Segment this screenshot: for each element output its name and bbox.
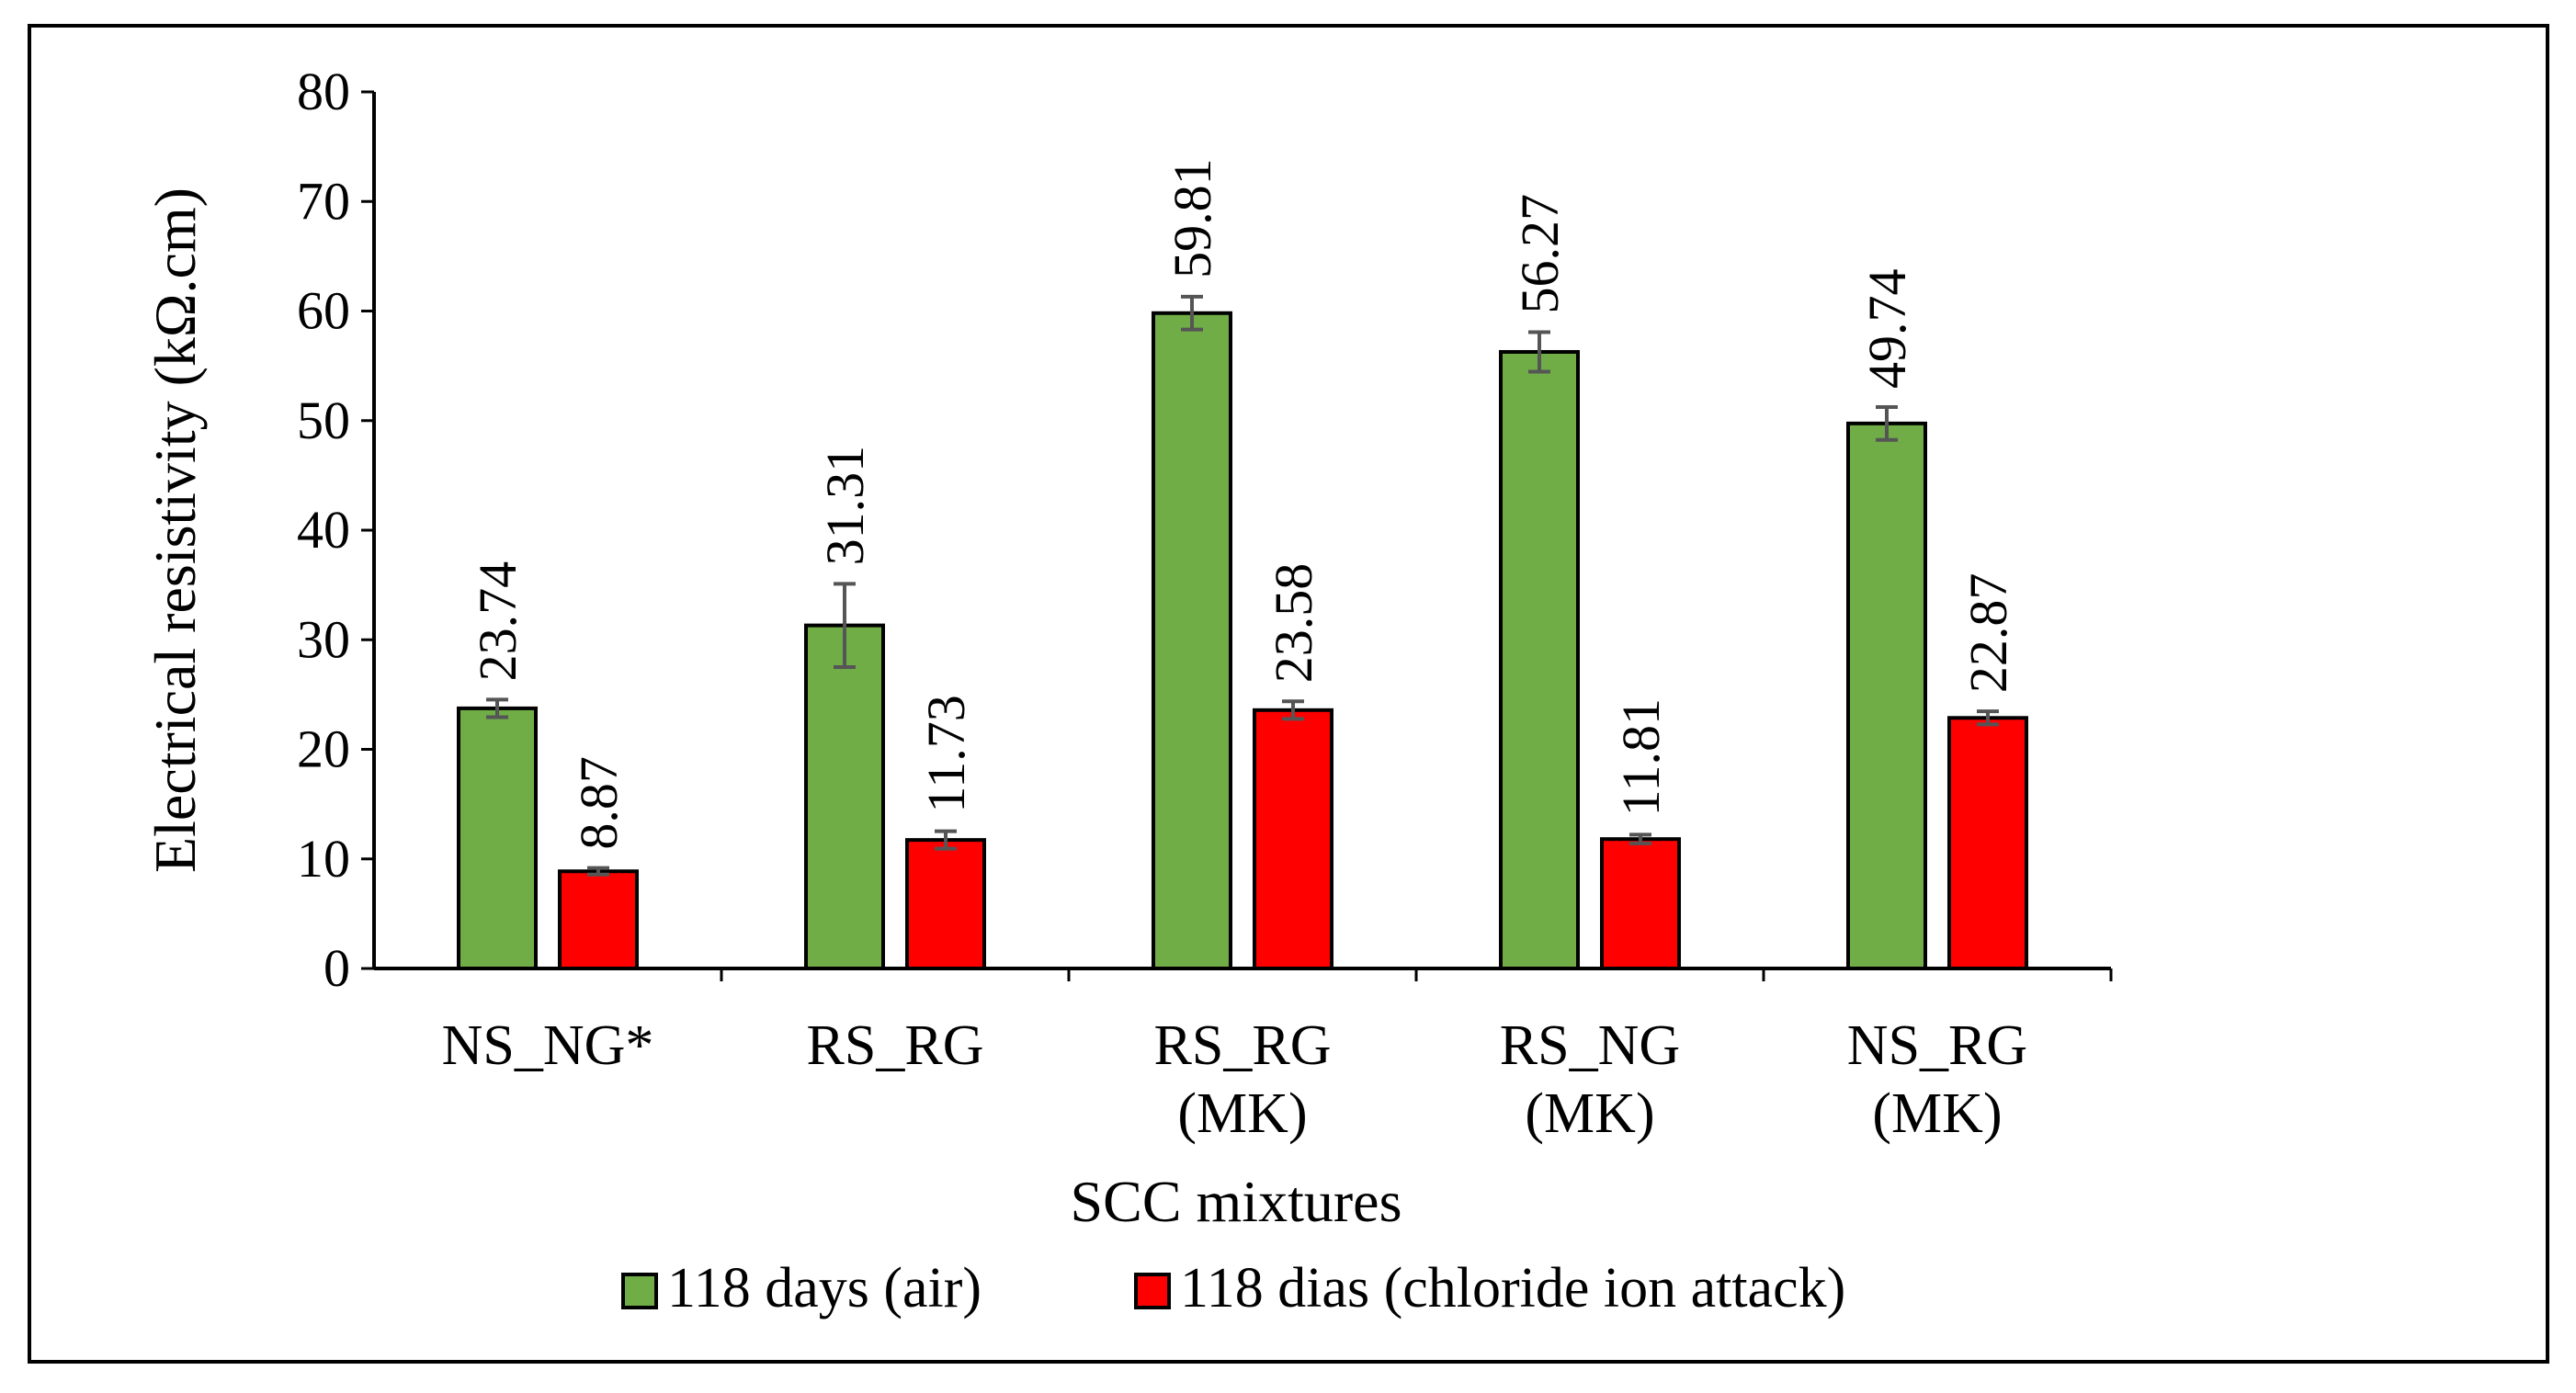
data-label: 11.73 [916,695,976,812]
y-tick-label: 60 [297,281,350,341]
x-tick-label: NS_RG [1847,1014,2027,1077]
x-tick-label: (MK) [1177,1082,1307,1145]
legend: 118 days (air) 118 dias (chloride ion at… [621,1257,1845,1319]
bar-air [1846,421,1927,970]
y-tick-label: 20 [297,719,350,779]
x-tick-label: RS_RG [807,1014,984,1077]
x-tick-label: (MK) [1872,1082,2002,1145]
y-tick-label: 10 [297,829,350,889]
bar-air [1499,349,1580,971]
bar-chloride [905,838,986,970]
y-tick-label: 50 [297,391,350,450]
bar-air [1152,311,1232,970]
x-axis-title: SCC mixtures [1071,1169,1402,1234]
x-tick-label: (MK) [1525,1082,1654,1145]
bar-chloride [1947,716,2028,971]
legend-label-chloride: 118 dias (chloride ion attack) [1180,1257,1845,1319]
y-tick-label: 70 [297,171,350,231]
legend-item-air: 118 days (air) [621,1257,982,1319]
data-label: 23.58 [1264,563,1323,684]
data-label: 59.81 [1163,158,1222,278]
data-label: 56.27 [1510,194,1570,314]
y-tick-label: 30 [297,609,350,669]
y-axis-title: Electrical resistivity (kΩ.cm) [142,187,208,873]
legend-swatch-chloride [1134,1273,1171,1309]
bar-air [804,623,885,970]
bar-chloride [558,869,639,970]
data-label: 31.31 [815,446,875,566]
data-label: 23.74 [468,561,528,682]
data-label: 11.81 [1611,698,1671,816]
y-tick-label: 40 [297,500,350,560]
legend-label-air: 118 days (air) [667,1257,982,1319]
legend-item-chloride: 118 dias (chloride ion attack) [1134,1257,1845,1319]
legend-swatch-air [621,1273,658,1309]
bar-chloride [1600,837,1681,971]
x-tick-label: RS_NG [1500,1014,1680,1077]
y-tick-label: 80 [297,62,350,121]
x-tick-label: NS_NG* [442,1014,654,1077]
chart-frame [28,24,2549,1364]
x-tick-label: RS_RG [1154,1014,1332,1077]
data-label: 49.74 [1857,268,1917,389]
plot-area: 0 10 20 30 40 50 60 70 80 NS_NG* 23.74 8.87 RS_RG 31.… [297,62,2113,1145]
y-tick-label: 0 [323,938,350,998]
data-label: 8.87 [569,756,629,850]
bar-chloride [1253,708,1333,970]
data-label: 22.87 [1958,573,2018,694]
bar-air [457,706,538,970]
